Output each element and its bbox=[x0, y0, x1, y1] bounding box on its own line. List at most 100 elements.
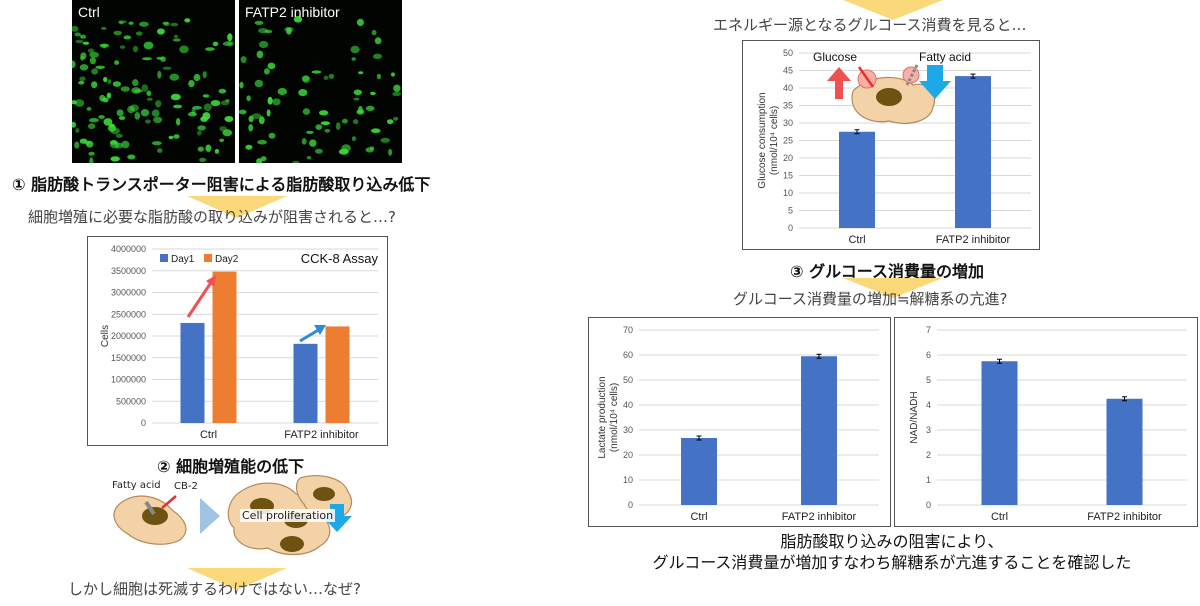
cell-fluorescence bbox=[203, 103, 212, 112]
cell-fluorescence bbox=[132, 79, 139, 87]
y-tick-label: 0 bbox=[788, 223, 793, 233]
chart-title: CCK-8 Assay bbox=[301, 251, 379, 266]
y-tick-label: 2000000 bbox=[111, 331, 146, 341]
cell-fluorescence bbox=[116, 109, 124, 117]
cell-fluorescence bbox=[79, 64, 89, 71]
cell-fluorescence bbox=[315, 124, 323, 130]
cell-fluorescence bbox=[136, 31, 143, 36]
cell-fluorescence bbox=[99, 43, 109, 48]
cell-fluorescence bbox=[388, 148, 393, 156]
cell-fluorescence bbox=[298, 89, 308, 97]
y-tick-label: 40 bbox=[783, 83, 793, 93]
cell-fluorescence bbox=[79, 76, 86, 82]
cell-fluorescence bbox=[315, 148, 323, 154]
cell-fluorescence bbox=[173, 104, 183, 109]
bar bbox=[801, 356, 837, 505]
cell-fluorescence bbox=[74, 32, 81, 37]
y-tick-label: 10 bbox=[623, 475, 633, 485]
step2-caption: ② 細胞増殖能の低下 bbox=[157, 457, 305, 476]
cell-fluorescence bbox=[72, 60, 76, 69]
chevron-down-icon bbox=[187, 568, 287, 590]
cell-fluorescence bbox=[84, 140, 92, 145]
cell-fluorescence bbox=[123, 35, 132, 40]
question3-caption: グルコース消費量の増加≒解糖系の亢進? bbox=[733, 290, 1008, 308]
cell-fluorescence bbox=[163, 21, 170, 27]
cell-fluorescence bbox=[120, 45, 126, 49]
cell-fluorescence bbox=[292, 160, 300, 163]
cell-fluorescence bbox=[127, 154, 136, 160]
cell-fluorescence bbox=[202, 94, 210, 98]
cell-fluorescence bbox=[114, 60, 120, 65]
y-tick-label: 50 bbox=[623, 375, 633, 385]
legend-label: Day1 bbox=[171, 254, 195, 265]
glucose-chart: 0 5 10 15 20 25 30 35 40 45 50 Glucose consumption(… bbox=[757, 48, 1031, 246]
cell-fluorescence bbox=[131, 87, 141, 94]
cell-fluorescence bbox=[356, 18, 364, 26]
cell-fluorescence bbox=[162, 66, 172, 70]
cell-fluorescence bbox=[168, 135, 174, 140]
y-tick-label: 70 bbox=[623, 325, 633, 335]
cell-fluorescence bbox=[153, 116, 163, 124]
cell-fluorescence bbox=[246, 95, 251, 102]
cell-fluorescence bbox=[89, 57, 96, 65]
cell-fluorescence bbox=[301, 75, 310, 82]
nucleus-icon bbox=[313, 487, 335, 501]
y-tick-label: 6 bbox=[926, 350, 931, 360]
cell-fluorescence bbox=[245, 144, 253, 150]
cell-fluorescence bbox=[225, 99, 230, 103]
cell-fluorescence bbox=[176, 118, 181, 126]
bar bbox=[293, 343, 318, 423]
bar bbox=[180, 322, 205, 423]
increase-arrow-icon bbox=[827, 67, 851, 99]
y-tick-label: 3000000 bbox=[111, 288, 146, 298]
nucleus-icon bbox=[876, 88, 902, 106]
y-tick-label: 5 bbox=[788, 206, 793, 216]
cell-fluorescence bbox=[301, 138, 307, 145]
microscopy-ctrl-cells bbox=[72, 18, 235, 163]
y-axis-label: (nmol/10⁴ cells) bbox=[609, 383, 620, 452]
cell-fluorescence bbox=[341, 144, 351, 152]
bar bbox=[681, 438, 717, 505]
bar bbox=[981, 361, 1018, 505]
microscopy-inhibitor-cells bbox=[239, 15, 401, 163]
y-tick-label: 20 bbox=[783, 153, 793, 163]
x-category-label: Ctrl bbox=[200, 429, 217, 441]
cell-fluorescence bbox=[376, 73, 381, 80]
cell-fluorescence bbox=[129, 104, 139, 112]
cell-fluorescence bbox=[202, 112, 211, 120]
cell-fluorescence bbox=[86, 107, 92, 111]
cell-fluorescence bbox=[72, 121, 76, 128]
cell-fluorescence bbox=[251, 113, 262, 119]
cell-fluorescence bbox=[142, 57, 152, 61]
cell-fluorescence bbox=[155, 100, 162, 108]
y-axis-label: Lactate production bbox=[597, 376, 608, 458]
y-tick-label: 10 bbox=[783, 188, 793, 198]
cell-fluorescence bbox=[393, 84, 401, 93]
x-category-label: FATP2 inhibitor bbox=[1087, 511, 1162, 523]
cell-fluorescence bbox=[341, 118, 348, 124]
lactate-chart-panel: 0 10 20 30 40 50 60 70 Lactate production (nmol/1… bbox=[588, 317, 891, 527]
cell-fluorescence bbox=[140, 109, 150, 117]
cell-fluorescence bbox=[157, 70, 162, 79]
cell-fluorescence bbox=[222, 129, 233, 137]
cell-fluorescence bbox=[78, 80, 85, 85]
cell-proliferation-label: Cell proliferation bbox=[240, 509, 336, 522]
fatty-acid-uptake-arrow-icon bbox=[905, 64, 919, 86]
cell-fluorescence bbox=[101, 26, 107, 30]
cell-fluorescence bbox=[191, 108, 196, 115]
cell-fluorescence bbox=[107, 124, 117, 132]
nucleus-icon bbox=[280, 536, 304, 552]
x-category-label: Ctrl bbox=[991, 511, 1008, 523]
cell-fluorescence bbox=[277, 88, 287, 95]
glucose-uptake-arrow-icon bbox=[857, 66, 875, 88]
small-increase-arrowhead-icon bbox=[314, 325, 326, 335]
cell-fluorescence bbox=[258, 28, 268, 34]
step3-caption: ③ グルコース消費量の増加 bbox=[790, 262, 984, 281]
cell-fluorescence bbox=[256, 158, 263, 163]
cell-fluorescence bbox=[212, 41, 219, 47]
cell-fluorescence bbox=[103, 118, 113, 126]
cell-fluorescence bbox=[328, 73, 335, 79]
y-axis-label: NAD/NADH bbox=[909, 391, 920, 443]
legend-swatch bbox=[160, 254, 168, 262]
cell-fluorescence bbox=[248, 124, 254, 132]
